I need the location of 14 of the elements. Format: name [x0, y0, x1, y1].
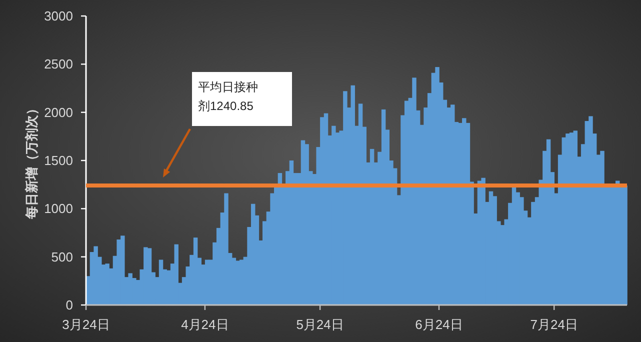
y-tick-label: 3000 [44, 8, 73, 24]
x-tick-label: 6月24日 [415, 317, 463, 332]
y-tick-label: 1000 [44, 201, 73, 216]
y-axis-title: 每日新增（万剂次） [24, 102, 39, 220]
y-tick-label: 500 [51, 249, 73, 264]
annotation: 平均日接种剂1240.85 [198, 79, 259, 115]
x-tick-label: 5月24日 [296, 317, 344, 332]
x-tick-label: 4月24日 [181, 317, 229, 332]
y-tick-label: 2000 [44, 104, 73, 120]
x-tick-label: 7月24日 [530, 317, 578, 332]
y-tick-label: 0 [66, 298, 73, 312]
x-tick-label: 3月24日 [62, 317, 110, 332]
y-tick-label: 1500 [44, 153, 73, 168]
y-tick-label: 2500 [44, 56, 73, 72]
